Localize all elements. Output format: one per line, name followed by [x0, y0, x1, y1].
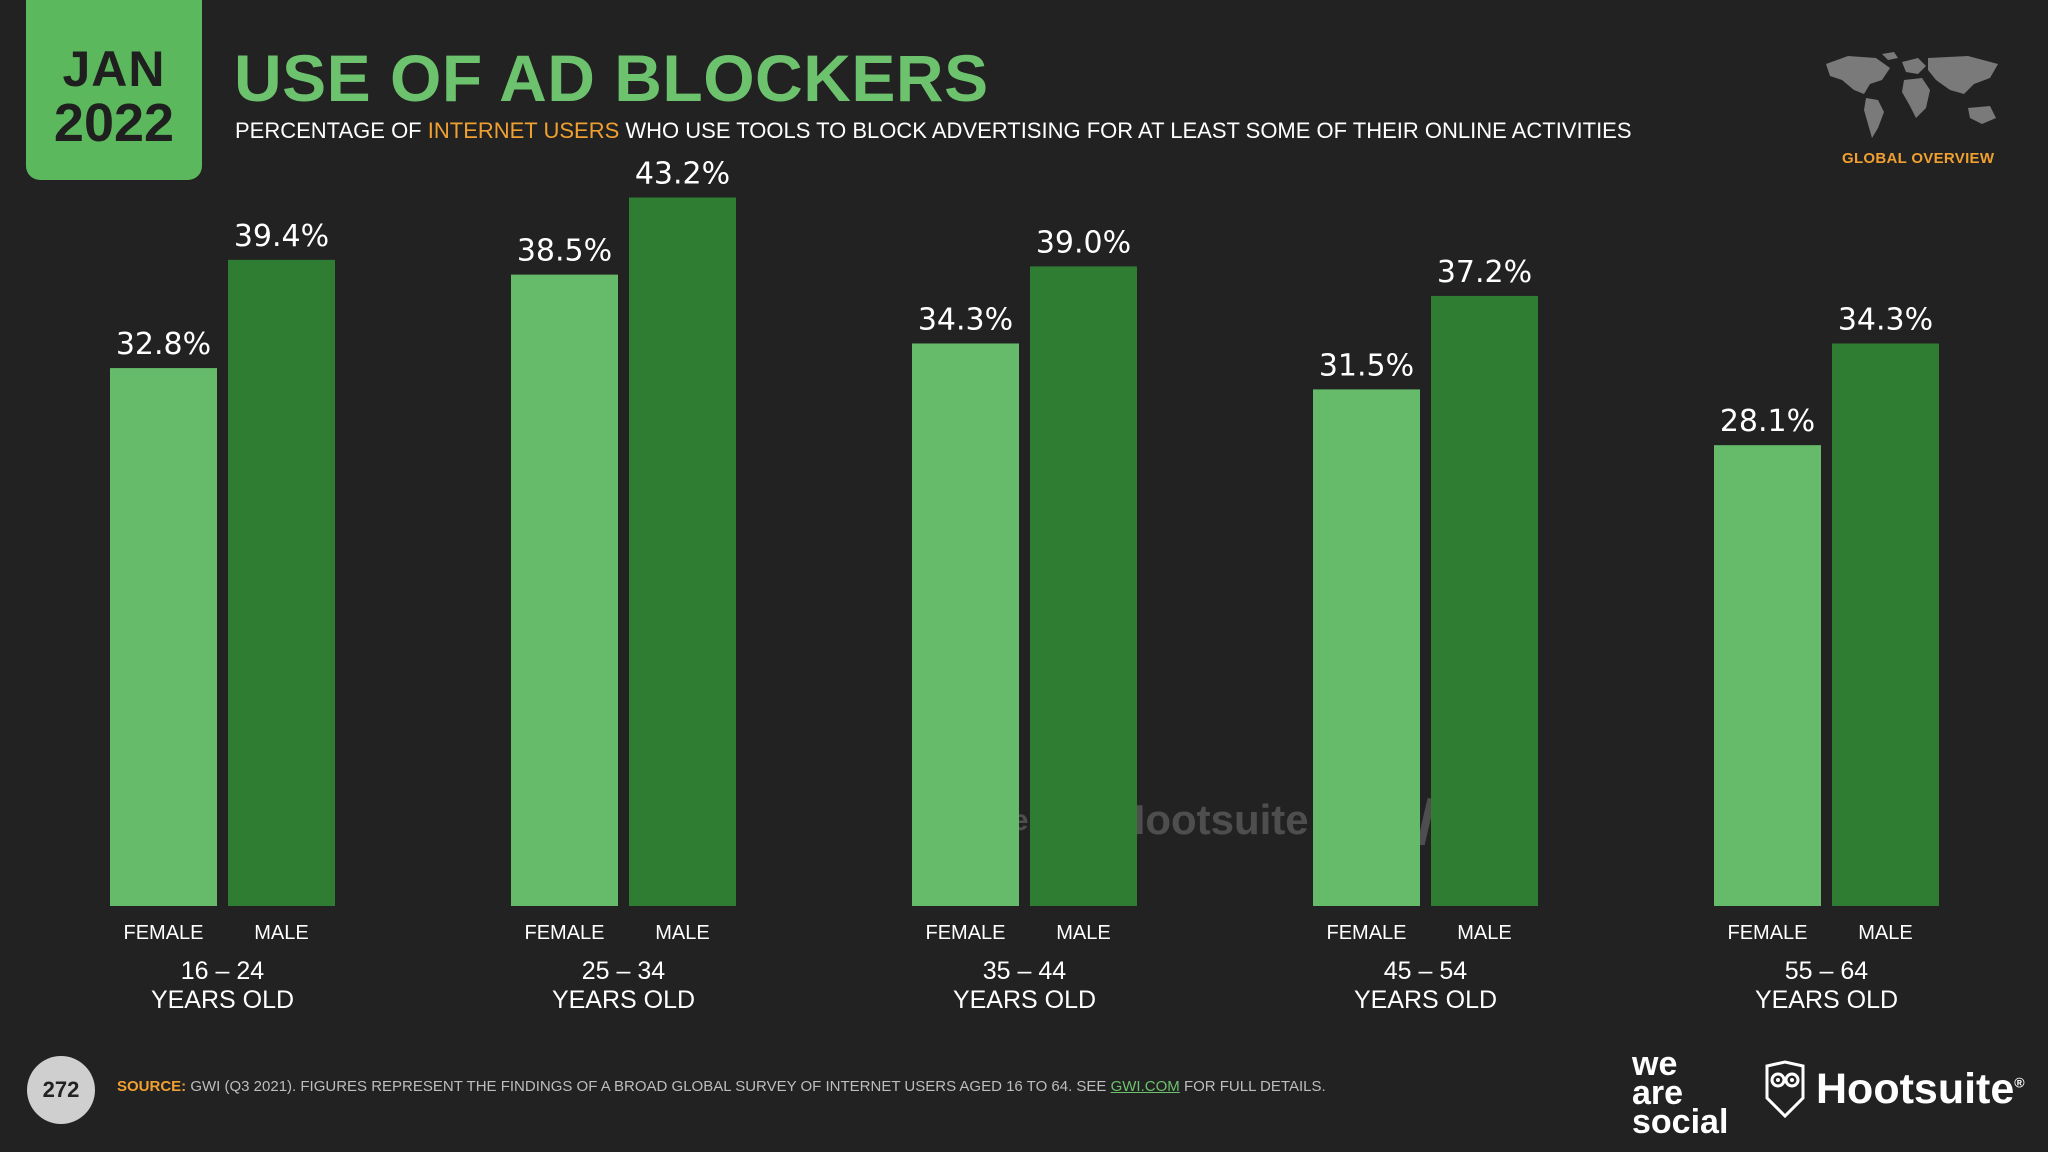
group-label-years-5: YEARS OLD [1755, 986, 1898, 1014]
page-title: USE OF AD BLOCKERS [234, 41, 989, 115]
subtitle-pre: PERCENTAGE OF [235, 118, 422, 143]
owl-icon [1765, 1060, 1805, 1118]
logo-are: are [1632, 1073, 1684, 1112]
bar-male-2 [629, 197, 736, 906]
value-label-male-3: 39.0% [1036, 225, 1131, 260]
we-are-social-logo: we are social [1632, 1045, 1729, 1141]
value-label-female-3: 34.3% [918, 302, 1013, 337]
bar-male-4 [1431, 295, 1538, 906]
source-tail: FOR FULL DETAILS. [1183, 1078, 1326, 1095]
logo-social: social [1632, 1102, 1729, 1141]
bar-male-3 [1030, 266, 1137, 906]
value-label-female-4: 31.5% [1319, 348, 1414, 383]
category-label-male-5: MALE [1858, 922, 1912, 944]
bar-female-4 [1313, 389, 1420, 906]
bar-male-5 [1832, 343, 1939, 907]
category-label-male-2: MALE [655, 922, 709, 944]
source-note: SOURCE: GWI (Q3 2021). FIGURES REPRESENT… [117, 1078, 1326, 1095]
category-label-male-3: MALE [1056, 922, 1110, 944]
subtitle-highlight: INTERNET USERS [427, 118, 620, 143]
category-label-female-2: FEMALE [524, 922, 604, 944]
category-label-male-4: MALE [1457, 922, 1511, 944]
bar-male-1 [228, 259, 335, 907]
bar-female-3 [912, 343, 1019, 907]
category-label-male-1: MALE [254, 922, 308, 944]
source-link[interactable]: GWI.COM [1110, 1078, 1180, 1095]
category-label-female-5: FEMALE [1727, 922, 1807, 944]
group-label-years-2: YEARS OLD [552, 986, 695, 1014]
logo-we: we [1632, 1045, 1678, 1083]
page-subtitle: PERCENTAGE OF INTERNET USERS WHO USE TOO… [235, 118, 1632, 144]
value-label-female-5: 28.1% [1720, 404, 1815, 439]
category-label-female-4: FEMALE [1326, 922, 1406, 944]
badge-month: JAN [62, 41, 166, 97]
value-label-male-1: 39.4% [234, 219, 329, 254]
source-label: SOURCE: [117, 1078, 187, 1095]
value-label-female-2: 38.5% [517, 234, 612, 269]
value-label-male-4: 37.2% [1437, 255, 1532, 290]
group-label-years-1: YEARS OLD [151, 986, 294, 1014]
watermark-hootsuite: Hootsuite [1115, 796, 1309, 843]
hootsuite-logo: Hootsuite® [1764, 1060, 2025, 1118]
category-label-female-1: FEMALE [123, 922, 203, 944]
group-label-years-3: YEARS OLD [953, 986, 1096, 1014]
group-label-age-5: 55 – 64 [1785, 957, 1869, 985]
date-badge: JAN 2022 [26, 0, 202, 180]
source-text: GWI (Q3 2021). FIGURES REPRESENT THE FIN… [190, 1078, 1107, 1095]
hootsuite-logo-text: Hootsuite® [1816, 1064, 2025, 1113]
value-label-male-5: 34.3% [1838, 302, 1933, 337]
value-label-female-1: 32.8% [116, 327, 211, 362]
group-label-age-4: 45 – 54 [1384, 957, 1468, 985]
group-label-years-4: YEARS OLD [1354, 986, 1497, 1014]
page-number: 272 [27, 1056, 95, 1124]
group-label-age-2: 25 – 34 [582, 957, 666, 985]
bar-female-2 [511, 274, 618, 907]
group-label-age-3: 35 – 44 [983, 957, 1067, 985]
bar-female-1 [110, 368, 217, 907]
bar-female-5 [1714, 445, 1821, 906]
global-overview-label: GLOBAL OVERVIEW [1842, 150, 1995, 167]
value-label-male-2: 43.2% [635, 157, 730, 192]
bars-group [110, 197, 1939, 907]
category-label-female-3: FEMALE [925, 922, 1005, 944]
badge-year: 2022 [53, 93, 175, 153]
subtitle-post: WHO USE TOOLS TO BLOCK ADVERTISING FOR A… [625, 118, 1632, 143]
group-label-age-1: 16 – 24 [181, 957, 265, 985]
world-map-icon [1826, 52, 1998, 138]
